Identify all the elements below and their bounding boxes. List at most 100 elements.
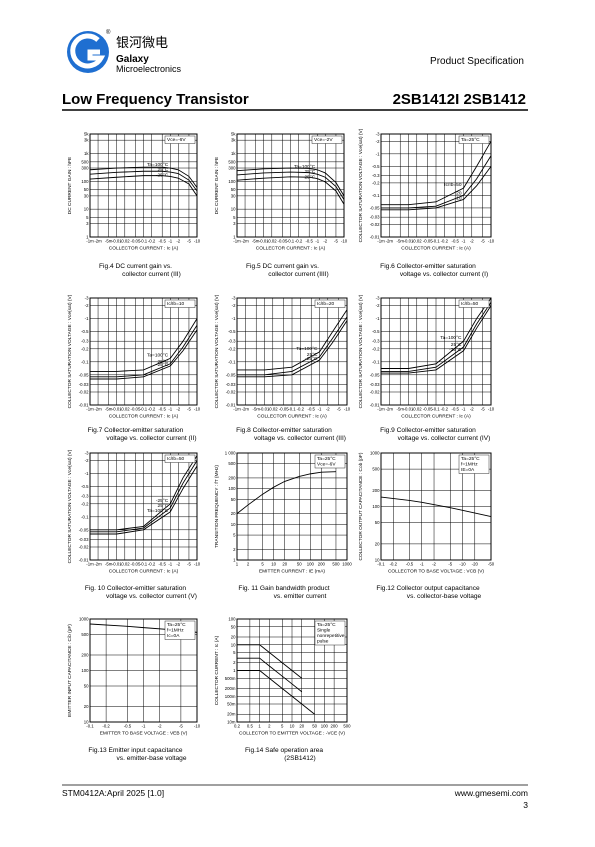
y-tick-label: -1: [85, 316, 89, 321]
curve-label: -25°C: [305, 356, 318, 362]
note-box: [164, 454, 196, 463]
curve-label: 10: [456, 195, 462, 201]
y-tick-label: -0.3: [228, 339, 236, 344]
x-tick-label: -0.2: [441, 239, 449, 244]
x-tick-label: -0.1: [432, 407, 440, 412]
y-tick-label: -0.02: [226, 389, 236, 394]
y-tick-label: 20: [84, 704, 89, 709]
curve-label: Ic/Ib=50: [444, 182, 462, 188]
y-tick-label: -1: [376, 316, 380, 321]
x-tick-label: -0.2: [148, 239, 156, 244]
curve-label: Ta=100°C: [147, 162, 169, 168]
x-tick-label: -0.02: [267, 239, 277, 244]
note: Ta=25°C: [461, 137, 480, 143]
x-tick-label: -0.5: [158, 407, 166, 412]
doc-title: Low Frequency Transistor: [62, 91, 249, 108]
x-tick-label: -5m: [397, 407, 405, 412]
y-tick-label: -0.01: [79, 403, 89, 408]
note: IE=0A: [461, 467, 475, 473]
figure-caption: voltage vs. collector current (III): [254, 435, 346, 442]
note: Ic/Ib=50: [167, 456, 185, 462]
spec-label: Product Specification: [430, 56, 524, 67]
note-box: [314, 454, 346, 469]
x-tick-label: 0.5: [247, 724, 254, 729]
x-axis-label: COLLECTOR CURRENT : Ic (A): [401, 414, 471, 420]
y-tick-label: 3k: [231, 138, 236, 143]
y-tick-label: -1: [85, 471, 89, 476]
x-tick-label: 10: [271, 562, 276, 567]
y-tick-label: 1000: [79, 617, 89, 622]
note: Ic/Ib=20: [317, 301, 335, 307]
x-tick-label: -1: [168, 407, 172, 412]
x-tick-label: 20: [299, 724, 304, 729]
x-tick-label: -2m: [94, 562, 102, 567]
y-axis-label: COLLECTOR SATURATION VOLTAGE : Vce(sat) …: [67, 449, 73, 563]
curve-label: -25°C: [303, 175, 316, 181]
x-tick-label: -1: [462, 407, 466, 412]
x-tick-label: -20: [472, 562, 479, 567]
x-axis-label: EMITTER TO BASE VOLTAGE : VEB (V): [100, 731, 188, 737]
figure-caption: Fig.5 DC current gain vs.: [246, 263, 319, 270]
curve: [89, 166, 198, 188]
x-tick-label: 500: [332, 562, 340, 567]
plot-frame: [380, 297, 492, 406]
x-tick-label: -2m: [94, 407, 102, 412]
curve: [89, 170, 198, 192]
y-tick-label: 1k: [84, 151, 89, 156]
figure-caption: vs. emitter-base voltage: [117, 755, 187, 762]
x-tick-label: -5m: [105, 562, 113, 567]
x-tick-label: -10: [341, 239, 348, 244]
curve: [381, 155, 492, 209]
y-tick-label: -0.5: [228, 329, 236, 334]
y-tick-label: 50: [375, 520, 380, 525]
curve-label: 25°C: [158, 503, 169, 509]
y-tick-label: -0.02: [79, 389, 89, 394]
x-tick-label: -2: [432, 562, 436, 567]
note-box: [314, 620, 346, 646]
y-tick-label: -0.01: [370, 403, 380, 408]
x-tick-label: -0.02: [412, 239, 422, 244]
curve: [90, 460, 198, 533]
curve-label: -25°C: [156, 498, 169, 504]
y-tick-label: -1: [376, 151, 380, 156]
x-tick-label: -0.1: [377, 562, 385, 567]
y-tick-label: 100: [81, 668, 89, 673]
note: Ta=25°C: [167, 622, 186, 628]
x-tick-label: -2m: [386, 407, 394, 412]
x-tick-label: -1m: [233, 407, 241, 412]
x-tick-label: -5: [481, 239, 485, 244]
x-tick-label: -50: [488, 562, 495, 567]
y-axis-label: COLLECTOR SATURATION VOLTAGE : Vce(sat) …: [358, 294, 364, 408]
curve-label: 25°C: [451, 342, 462, 348]
x-tick-label: -0.01: [404, 407, 414, 412]
x-tick-label: -5: [179, 724, 183, 729]
x-tick-label: -2m: [242, 407, 250, 412]
x-tick-label: 2: [247, 562, 250, 567]
figure-caption: voltage vs. collector current (V): [106, 593, 197, 600]
curve: [237, 320, 348, 378]
x-tick-label: -5m: [253, 407, 261, 412]
curve-label: 20: [456, 190, 462, 196]
curve-label: -25°C: [156, 362, 169, 368]
y-axis-label: COLLECTOR SATURATION VOLTAGE : Vce(sat) …: [358, 128, 364, 242]
y-axis-label: DC CURRENT GAIN : hFE: [67, 157, 73, 214]
y-tick-label: 200m: [225, 686, 236, 691]
x-tick-label: -0.02: [268, 407, 278, 412]
x-tick-label: -1: [168, 562, 172, 567]
y-tick-label: 500: [228, 159, 236, 164]
plot-frame: [236, 133, 345, 238]
y-axis-label: EMITTER INPUT CAPACITANCE : Cib (pF): [67, 624, 73, 717]
logo-g: [70, 33, 106, 69]
curve-label: Ta=100°C: [440, 335, 462, 341]
note: Ic/Ib=50: [461, 301, 479, 307]
y-tick-label: -0.5: [372, 329, 380, 334]
curve-label: 25°C: [307, 352, 318, 358]
x-tick-label: -2: [176, 407, 180, 412]
x-tick-label: -0.02: [120, 407, 130, 412]
x-tick-label: -0.5: [158, 239, 166, 244]
y-tick-label: 50: [84, 684, 89, 689]
y-tick-label: -0.1: [228, 359, 236, 364]
x-tick-label: -0.05: [423, 407, 433, 412]
figure-caption: voltage vs. collector current (IV): [398, 435, 491, 442]
figure-caption: Fig.13 Emitter input capacitance: [88, 747, 183, 754]
